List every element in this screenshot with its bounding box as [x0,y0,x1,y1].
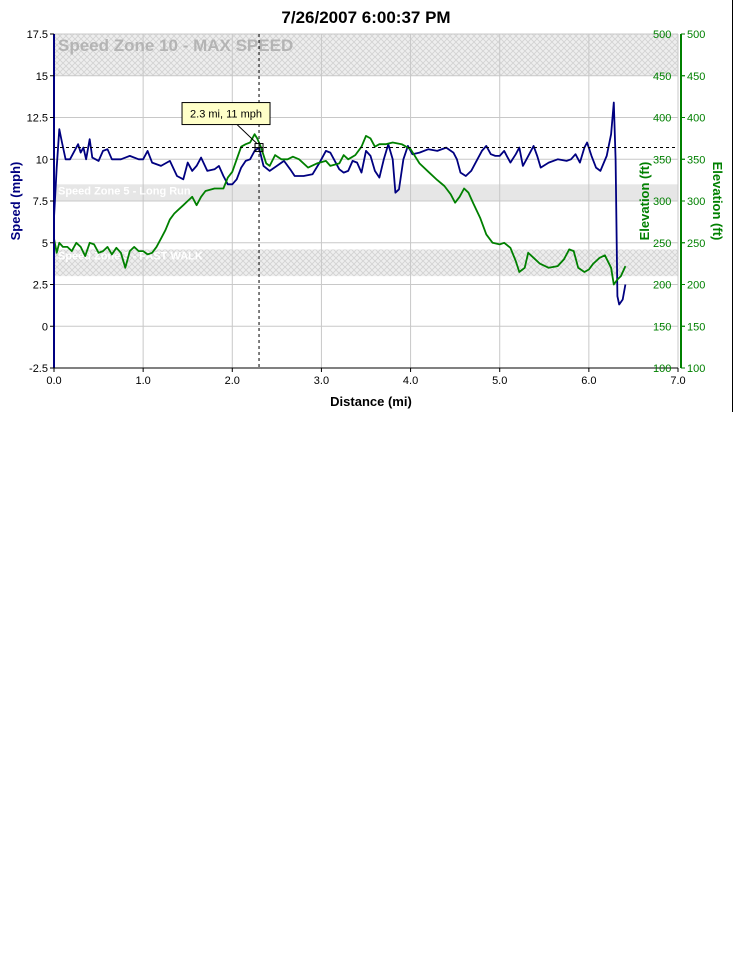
x-axis-label: Distance (mi) [330,394,412,409]
y2-tick-label: 150 [653,321,671,333]
cursor-tooltip-text: 2.3 mi, 11 mph [190,109,262,121]
speed-zone-label: Speed Zone 10 - MAX SPEED [58,36,293,55]
y3-tick-label: 350 [687,154,705,166]
tooltip-pointer [236,124,258,144]
chart-title: 7/26/2007 6:00:37 PM [281,8,450,27]
y2-tick-label: 350 [653,154,671,166]
y3-tick-label: 250 [687,238,705,250]
y-tick-label: 0 [42,321,48,333]
y3-tick-label: 150 [687,321,705,333]
y2-tick-label: 200 [653,280,671,292]
y-tick-label: 5 [42,238,48,250]
x-tick-label: 7.0 [670,375,685,387]
y2-tick-label: 500 [653,29,671,41]
y3-tick-label: 400 [687,113,705,125]
speed-zone-label: Speed Zone 5 - Long Run [58,185,191,197]
y-tick-label: 7.5 [33,196,48,208]
y3-tick-label: 500 [687,29,705,41]
x-tick-label: 0.0 [46,375,61,387]
x-tick-label: 6.0 [581,375,596,387]
y3-axis-label: Elevation (ft) [710,162,725,241]
y-tick-label: 12.5 [27,113,48,125]
x-tick-label: 5.0 [492,375,507,387]
speed-line [54,101,627,306]
y-axis-label: Speed (mph) [8,162,23,241]
y2-tick-label: 400 [653,113,671,125]
y3-tick-label: 100 [687,363,705,375]
speed-zone-label: Speed Zone 3 - FAST WALK [58,250,203,262]
y2-tick-label: 300 [653,196,671,208]
y2-axis-label: Elevation (ft) [637,162,652,241]
x-tick-label: 1.0 [135,375,150,387]
y3-tick-label: 200 [687,280,705,292]
window-edge [732,0,733,412]
y3-tick-label: 450 [687,71,705,83]
speed-zone-band [54,34,678,76]
y2-tick-label: 250 [653,238,671,250]
speed-zone-band [54,184,678,201]
y-tick-label: 10 [36,154,48,166]
x-tick-label: 2.0 [225,375,240,387]
x-tick-label: 4.0 [403,375,418,387]
y-tick-label: 17.5 [27,29,48,41]
y-tick-label: 2.5 [33,280,48,292]
y2-tick-label: 450 [653,71,671,83]
y-tick-label: 15 [36,71,48,83]
x-tick-label: 3.0 [314,375,329,387]
y-tick-label: -2.5 [29,363,48,375]
cursor-tooltip [181,102,271,126]
elevation-line [54,133,627,286]
y3-tick-label: 300 [687,196,705,208]
y2-tick-label: 100 [653,363,671,375]
